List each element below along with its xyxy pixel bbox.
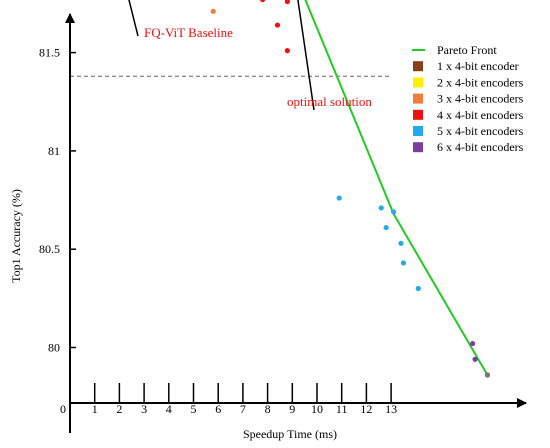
x-tick-label: 12 [360,402,372,416]
data-point-s4 [284,0,290,5]
legend-label-s2: 2 x 4-bit encoders [437,75,524,89]
data-point-s5 [400,260,407,266]
baseline-annotation: FQ-ViT Baseline [144,25,233,40]
legend-swatch-s6 [413,142,423,153]
legend-label-s3: 3 x 4-bit encoders [437,92,524,106]
axes [65,13,527,433]
data-point-s3 [210,8,216,14]
y-tick-label: 81.5 [39,46,60,60]
legend-label-s1: 1 x 4-bit encoder [437,59,519,73]
data-point-s4 [284,48,290,54]
data-points [204,0,491,378]
annotations: FQ-ViT Baseline optimal solution [128,0,372,111]
optimal-annotation: optimal solution [287,94,372,109]
baseline-arrow [128,0,139,37]
y-tick-label: 81 [48,144,60,158]
y-tick-label: 80.5 [39,242,60,256]
data-point-end [484,372,491,378]
legend-swatch-s4 [413,109,423,120]
x-tick-label: 2 [116,402,122,416]
x-tick-label: 4 [166,402,172,416]
legend-label-s4: 4 x 4-bit encoders [437,108,524,122]
legend-label-s6: 6 x 4-bit encoders [437,140,524,154]
legend-swatch-s1 [413,61,423,72]
legend-label-s5: 5 x 4-bit encoders [437,124,524,138]
x-tick-label: 5 [191,402,197,416]
data-point-s6 [470,340,476,347]
data-point-s5 [398,240,404,246]
pareto-front [304,0,489,376]
data-point-s5 [383,224,389,231]
x-tick-label: 1 [92,402,98,416]
y-tick-label: 80 [48,341,60,355]
x-tick-label: 11 [336,402,348,416]
data-point-s6 [472,356,478,362]
x-tick-label: 7 [240,402,246,416]
x-tick-label: 13 [385,402,397,416]
legend: Pareto Front 1 x 4-bit encoder 2 x 4-bit e… [412,43,524,154]
x-tick-label: 8 [265,402,271,416]
data-point-s5 [390,209,397,215]
legend-swatch-s2 [413,77,423,88]
data-point-s5 [415,285,421,292]
x-tick-label: 6 [215,402,221,416]
data-point-s5 [378,205,384,211]
pareto-front-line [304,0,489,376]
legend-swatch-s3 [413,93,423,104]
data-point-s4 [274,22,281,28]
x-tick-label: 10 [311,402,323,416]
data-point-s4 [260,0,266,3]
optimal-arrow [297,0,315,111]
x-axis-label: Speedup Time (ms) [243,427,337,441]
reference-lines [70,75,392,77]
x-tick-label: 3 [141,402,147,416]
data-point-s5 [336,195,342,201]
y-axis-label: Top1 Accuracy (%) [9,189,23,283]
legend-label-pareto: Pareto Front [437,43,497,57]
legend-swatch-s5 [413,126,423,136]
x-tick-label: 9 [289,402,295,416]
x-tick-label: 0 [60,402,66,416]
